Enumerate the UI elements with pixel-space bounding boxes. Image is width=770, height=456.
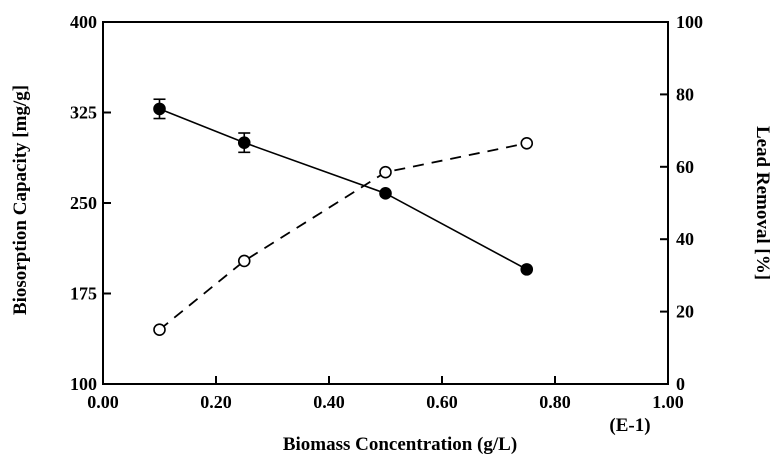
y-axis-left-title: Biosorption Capacity [mg/g] bbox=[10, 85, 31, 315]
data-point-filled bbox=[520, 263, 534, 276]
ticks bbox=[102, 21, 669, 385]
x-tick-label: 0.60 bbox=[426, 392, 458, 412]
data-point-filled bbox=[379, 187, 392, 200]
tick-labels: 0.00 0.20 0.40 0.60 0.80 1.00 100 175 250 325 400 0… bbox=[70, 12, 703, 412]
y-right-tick-label: 0 bbox=[676, 374, 685, 394]
y-right-tick-label: 20 bbox=[676, 302, 694, 322]
x-tick-label: 0.20 bbox=[200, 392, 232, 412]
data-point-open bbox=[237, 254, 251, 268]
x-tick-label: 0.00 bbox=[87, 392, 119, 412]
x-tick-label: 1.00 bbox=[652, 392, 684, 412]
x-axis-multiplier: (E-1) bbox=[609, 415, 650, 436]
y-left-tick-label: 100 bbox=[70, 374, 97, 394]
y-left-tick-label: 400 bbox=[70, 12, 97, 32]
y-left-tick-label: 250 bbox=[70, 193, 97, 213]
y-right-tick-label: 40 bbox=[676, 229, 694, 249]
y-right-tick-label: 100 bbox=[676, 12, 703, 32]
y-right-tick-label: 80 bbox=[676, 84, 694, 104]
x-axis-title: Biomass Concentration (g/L) bbox=[283, 434, 517, 455]
y-axis-right-title: Lead Removal [%] bbox=[752, 126, 770, 280]
y-left-tick-label: 325 bbox=[70, 103, 97, 123]
data-point-open bbox=[379, 165, 392, 179]
x-tick-label: 0.80 bbox=[539, 392, 571, 412]
data-point-open bbox=[520, 136, 534, 150]
series-line-1 bbox=[159, 108, 528, 271]
series-line-2 bbox=[158, 142, 527, 331]
data-point-filled bbox=[153, 102, 166, 116]
data-point-open bbox=[153, 323, 166, 337]
y-right-tick-label: 60 bbox=[676, 157, 694, 177]
data-point-filled bbox=[237, 136, 251, 149]
y-left-tick-label: 175 bbox=[70, 284, 97, 304]
x-tick-label: 0.40 bbox=[313, 392, 345, 412]
series bbox=[153, 98, 534, 337]
plot-frame bbox=[102, 21, 669, 385]
axes bbox=[102, 21, 669, 385]
